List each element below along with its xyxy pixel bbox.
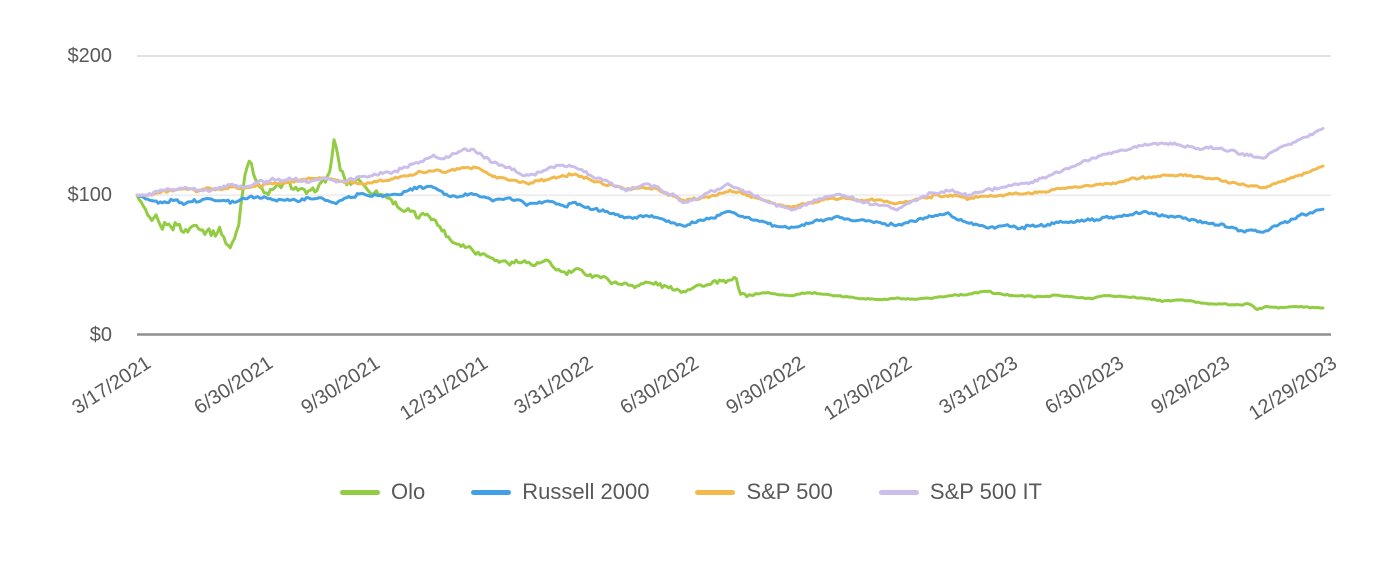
series-line-russell-2000 <box>135 184 1325 234</box>
legend-item-russell-2000: Russell 2000 <box>471 479 649 505</box>
legend-label: S&P 500 IT <box>929 479 1042 504</box>
legend-label: S&P 500 <box>746 479 833 504</box>
legend-item-s-p-500-it: S&P 500 IT <box>878 479 1042 505</box>
legend-swatch-icon <box>471 489 512 495</box>
legend-swatch-icon <box>695 489 736 495</box>
y-tick-label: $200 <box>67 45 113 67</box>
legend-item-olo: Olo <box>340 479 425 505</box>
y-tick-label: $0 <box>89 323 112 346</box>
series-line-olo <box>135 138 1325 312</box>
legend-item-s-p-500: S&P 500 <box>695 479 833 505</box>
legend-label: Olo <box>391 479 426 504</box>
legend-swatch-icon <box>878 489 919 495</box>
chart-legend: Olo Russell 2000 S&P 500 S&P 500 IT <box>0 479 1382 505</box>
legend-swatch-icon <box>340 489 380 495</box>
series-line-s-p-500-it <box>135 126 1325 212</box>
legend-label: Russell 2000 <box>522 479 650 504</box>
y-tick-label: $100 <box>67 184 113 207</box>
